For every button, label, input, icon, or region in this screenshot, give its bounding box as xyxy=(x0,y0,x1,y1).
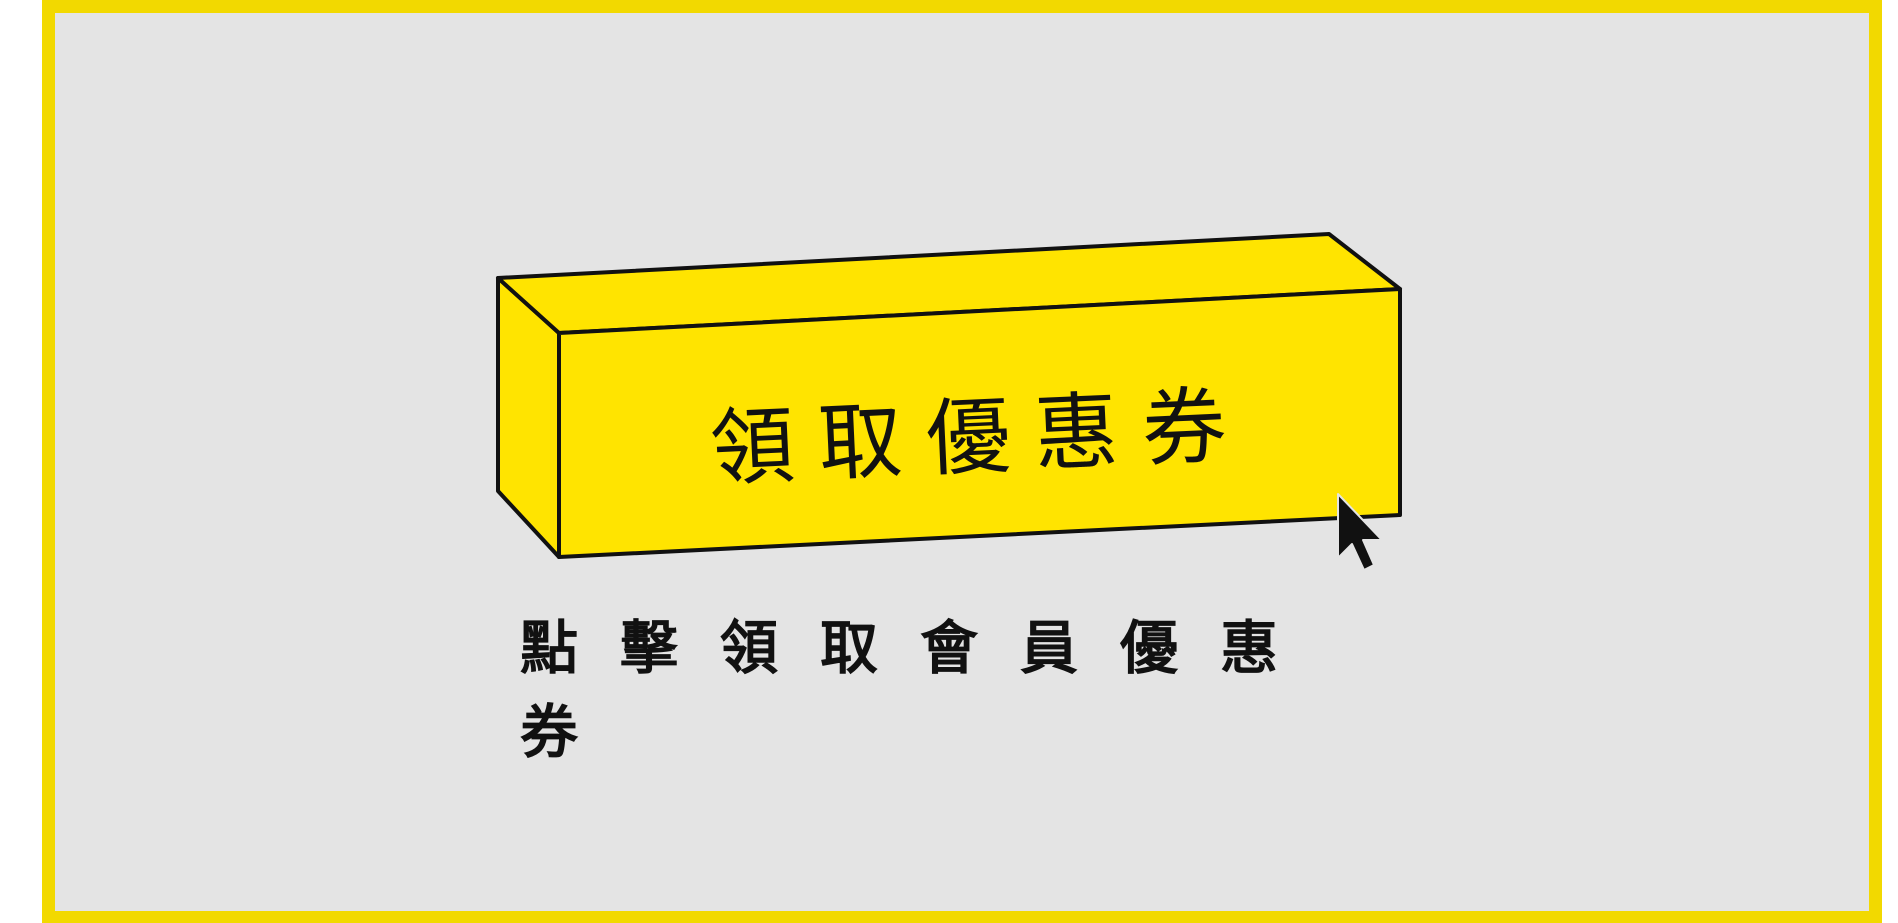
mouse-pointer-icon xyxy=(1337,493,1383,571)
button-front-face[interactable] xyxy=(557,287,1402,559)
caption-text: 點擊領取會員優惠券 xyxy=(520,614,1321,766)
